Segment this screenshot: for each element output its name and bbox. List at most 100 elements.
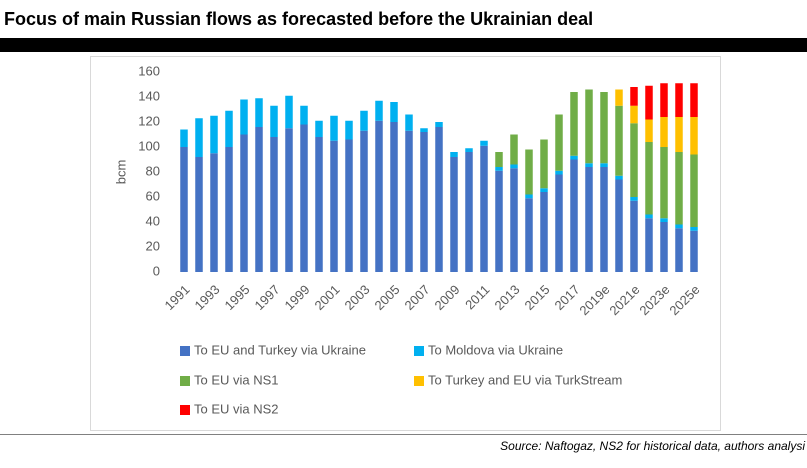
chart-frame (90, 56, 721, 431)
bar-segment (285, 128, 293, 272)
y-tick-label: 20 (146, 238, 160, 253)
bar-segment (525, 149, 533, 195)
bar-segment (180, 147, 188, 272)
bar-segment (555, 114, 563, 171)
bar-segment (465, 148, 473, 152)
bar-segment (660, 147, 668, 219)
x-tick-label: 2023e (636, 282, 672, 318)
x-tick-label: 2021e (606, 282, 642, 318)
y-tick-label: 140 (138, 88, 160, 103)
bar-segment (270, 137, 278, 272)
bar-segment (315, 120, 323, 137)
bar-segment (585, 163, 593, 167)
bar-segment (330, 140, 338, 272)
legend-label: To EU via NS2 (194, 401, 279, 416)
bar-segment (570, 159, 578, 272)
bar-segment (450, 152, 458, 157)
bar-segment (420, 128, 428, 132)
bar-segment (690, 117, 698, 155)
bar-segment (690, 230, 698, 272)
source: Source: Naftogaz, NS2 for historical dat… (500, 439, 805, 453)
bar-segment (390, 122, 398, 272)
bar-segment (480, 145, 488, 272)
bar-segment (645, 214, 653, 219)
bar-segment (240, 99, 248, 135)
legend-swatch (180, 376, 190, 386)
bar-segment (540, 192, 548, 272)
bar-segment (615, 175, 623, 180)
x-tick-label: 1991 (161, 282, 192, 313)
x-tick-label: 1993 (191, 282, 222, 313)
bar-segment (345, 139, 353, 272)
legend-label: To EU and Turkey via Ukraine (194, 342, 366, 357)
x-tick-label: 2011 (462, 282, 492, 312)
bar-segment (630, 105, 638, 124)
legend-swatch (414, 376, 424, 386)
bar-segment (330, 115, 338, 141)
bar-segment (675, 83, 683, 117)
bar-segment (390, 102, 398, 122)
x-tick-label: 2019e (576, 282, 612, 318)
bar-segment (660, 222, 668, 272)
bar-segment (675, 224, 683, 229)
bar-segment (495, 170, 503, 272)
bar-segment (405, 114, 413, 131)
x-tick-label: 2009 (431, 282, 462, 313)
bar-segment (585, 89, 593, 164)
bar-segment (270, 105, 278, 137)
legend-swatch (414, 346, 424, 356)
bar-segment (510, 164, 518, 169)
bar-segment (210, 153, 218, 272)
bar-segment (600, 92, 608, 164)
legend-label: To EU via NS1 (194, 372, 279, 387)
bar-segment (675, 152, 683, 225)
x-tick-label: 2015 (521, 282, 552, 313)
y-tick-label: 100 (138, 138, 160, 153)
bar-segment (555, 174, 563, 272)
bar-segment (630, 87, 638, 106)
bar-segment (180, 129, 188, 147)
bar-segment (630, 200, 638, 272)
bar-segment (240, 134, 248, 272)
legend-label: To Turkey and EU via TurkStream (428, 372, 622, 387)
y-tick-label: 120 (138, 113, 160, 128)
x-tick-label: 1999 (281, 282, 312, 313)
bar-segment (570, 92, 578, 156)
bar-segment (360, 110, 368, 131)
bar-segment (510, 168, 518, 272)
bar-segment (210, 115, 218, 154)
bar-segment (195, 118, 203, 157)
x-tick-label: 2007 (401, 282, 432, 313)
bar-segment (255, 98, 263, 127)
bar-segment (690, 154, 698, 227)
y-axis-label: bcm (113, 160, 128, 185)
bar-segment (495, 167, 503, 171)
x-tick-label: 2003 (341, 282, 372, 313)
bar-segment (525, 194, 533, 199)
bar-segment (645, 85, 653, 120)
x-tick-label: 2005 (371, 282, 402, 313)
bar-segment (555, 170, 563, 175)
bar-segment (645, 218, 653, 272)
y-tick-label: 60 (146, 188, 160, 203)
bar-segment (540, 139, 548, 189)
bar-segment (345, 120, 353, 140)
bar-segment (375, 120, 383, 272)
bar-segment (405, 130, 413, 272)
x-tick-label: 1997 (251, 282, 282, 313)
x-tick-label: 2013 (491, 282, 522, 313)
bar-segment (615, 89, 623, 106)
bar-segment (465, 152, 473, 272)
y-tick-label: 160 (138, 63, 160, 78)
bar-segment (525, 198, 533, 272)
title-bar (0, 38, 807, 52)
bar-segment (450, 157, 458, 272)
bar-segment (615, 179, 623, 272)
x-tick-label: 1995 (221, 282, 252, 313)
bar-segment (360, 130, 368, 272)
bar-segment (600, 167, 608, 272)
bar-segment (600, 163, 608, 167)
bar-segment (675, 228, 683, 272)
